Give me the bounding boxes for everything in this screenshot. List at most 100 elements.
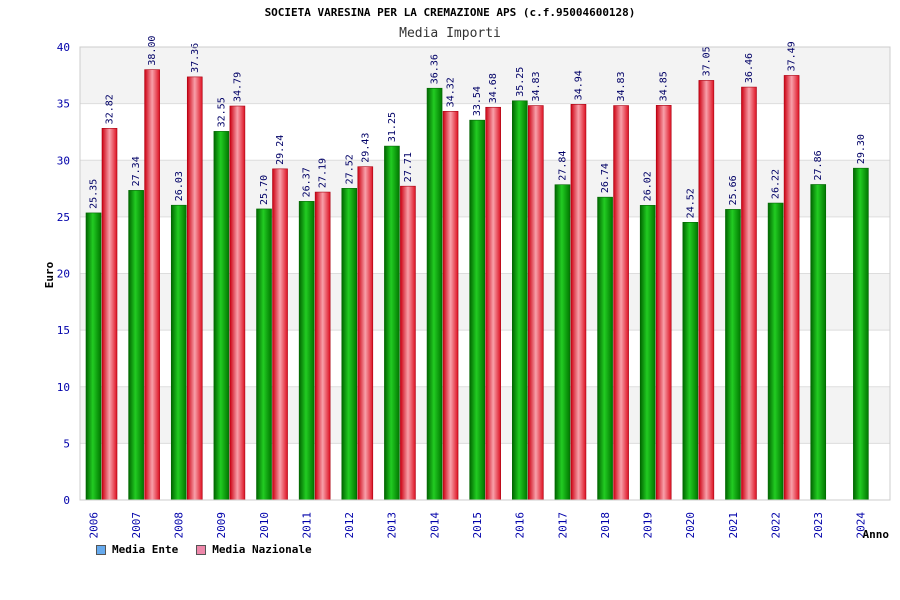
bar-media-ente [853,167,869,501]
value-label-ente: 26.74 [600,163,611,193]
x-tick-label: 2010 [258,512,271,539]
bar-media-nazionale [442,111,459,501]
value-label-ente: 27.84 [557,151,568,181]
value-label-ente: 27.52 [344,154,355,184]
bar-media-ente [767,202,784,501]
x-tick-label: 2008 [173,512,186,539]
y-axis-label: Euro [43,261,56,288]
value-label-nazionale: 34.68 [488,73,499,103]
legend-item-ente: Media Ente [96,543,178,556]
value-label-nazionale: 27.71 [403,152,414,182]
bar-media-ente [725,209,741,501]
value-label-ente: 27.34 [131,156,142,186]
value-label-nazionale: 37.49 [787,41,798,71]
value-label-nazionale: 37.36 [190,43,201,73]
x-tick-label: 2024 [855,512,868,539]
bar-media-ente [341,188,358,501]
value-label-ente: 25.70 [259,175,270,205]
bar-media-nazionale [400,185,416,501]
value-label-nazionale: 34.94 [573,70,584,100]
value-label-nazionale: 32.82 [105,94,116,124]
x-tick-label: 2017 [556,512,569,539]
x-tick-label: 2018 [599,512,612,539]
value-label-ente: 33.54 [472,86,483,116]
bar-media-nazionale [698,80,715,501]
y-tick-label: 15 [57,324,70,337]
bar-media-nazionale [186,76,203,501]
value-label-nazionale: 34.83 [616,71,627,101]
bar-media-ente [469,119,485,501]
value-label-ente: 27.86 [813,150,824,180]
bar-media-nazionale [613,105,629,501]
legend-label-ente: Media Ente [112,543,179,556]
value-label-ente: 35.25 [515,67,526,97]
x-tick-label: 2013 [386,512,399,539]
x-tick-label: 2023 [812,512,825,539]
chart-subtitle: Media Importi [399,26,501,41]
value-label-nazionale: 29.24 [275,135,286,165]
bar-media-nazionale [783,75,800,501]
bar-media-nazionale [314,191,331,501]
value-label-nazionale: 36.46 [744,53,755,83]
legend-item-nazionale: Media Nazionale [196,543,312,556]
x-tick-label: 2014 [428,512,441,539]
value-label-ente: 36.36 [430,54,441,84]
value-label-nazionale: 34.85 [659,71,670,101]
bar-media-ente [384,145,400,501]
value-label-nazionale: 34.32 [446,77,457,107]
x-tick-label: 2016 [514,512,527,539]
y-tick-label: 0 [63,494,70,507]
x-tick-label: 2015 [471,512,484,539]
bar-media-ente [213,131,230,501]
x-tick-label: 2006 [87,512,100,539]
bar-media-ente [639,205,656,501]
value-label-nazionale: 37.05 [701,46,712,76]
x-tick-label: 2020 [684,512,697,539]
bar-media-nazionale [655,105,672,501]
y-tick-label: 5 [63,437,70,450]
x-tick-label: 2021 [727,512,740,539]
value-label-ente: 26.03 [174,171,185,201]
x-tick-label: 2007 [130,512,143,539]
value-label-ente: 26.22 [771,169,782,199]
bar-media-nazionale [144,69,160,501]
y-tick-label: 35 [57,98,70,111]
bar-media-ente [298,201,315,501]
bar-media-ente [554,184,571,501]
value-label-nazionale: 38.00 [147,36,158,66]
value-label-nazionale: 34.83 [531,71,542,101]
bar-media-ente [85,212,102,501]
plot-border [79,46,891,501]
bar-media-nazionale [485,106,501,501]
bar-media-nazionale [741,86,757,501]
value-label-ente: 26.37 [302,167,313,197]
y-tick-label: 10 [57,381,70,394]
x-axis-label: Anno [863,528,890,541]
y-tick-label: 20 [57,268,70,281]
value-label-ente: 32.55 [216,97,227,127]
x-tick-label: 2011 [300,512,313,539]
x-tick-label: 2019 [642,512,655,539]
x-tick-label: 2022 [769,512,782,539]
bar-media-ente [128,190,144,501]
value-label-ente: 29.30 [856,134,867,164]
x-tick-label: 2009 [215,512,228,539]
bar-media-ente [597,196,613,501]
bar-media-ente [810,184,827,501]
bar-media-ente [682,222,699,501]
legend: Media Ente Media Nazionale [96,543,312,556]
x-tick-label: 2012 [343,512,356,539]
y-tick-label: 30 [57,154,70,167]
legend-label-nazionale: Media Nazionale [212,543,312,556]
bar-media-ente [170,204,187,501]
bar-media-nazionale [101,128,118,501]
bar-media-nazionale [570,104,587,501]
value-label-nazionale: 34.79 [232,72,243,102]
legend-swatch-nazionale [196,544,207,555]
value-label-ente: 25.35 [89,179,100,209]
bar-media-nazionale [229,105,246,501]
value-label-ente: 24.52 [685,188,696,218]
legend-swatch-ente [96,544,106,555]
